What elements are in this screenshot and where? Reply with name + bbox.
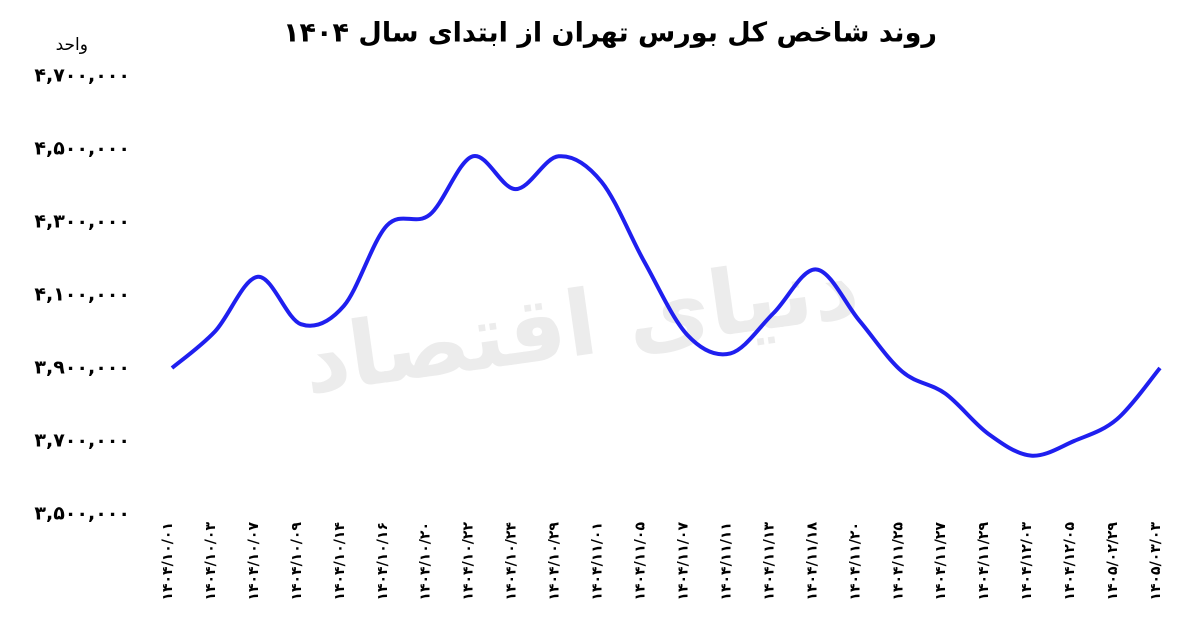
- x-tick-label: ۱۴۰۴/۱۱/۰۷: [675, 522, 691, 601]
- x-tick-label: ۱۴۰۴/۱۲/۰۳: [1019, 522, 1035, 601]
- x-tick-label: ۱۴۰۴/۱۱/۲۹: [976, 522, 992, 601]
- x-tick-label: ۱۴۰۴/۱۱/۱۳: [761, 522, 777, 601]
- x-tick-label: ۱۴۰۴/۱۱/۱۸: [804, 522, 820, 601]
- x-tick-label: ۱۴۰۴/۱۰/۲۲: [461, 522, 477, 601]
- x-tick-label: ۱۴۰۵/۰۳/۰۳: [1148, 522, 1164, 601]
- x-tick-label: ۱۴۰۴/۱۰/۱۶: [375, 522, 391, 601]
- x-tick-label: ۱۴۰۴/۱۰/۲۹: [547, 522, 563, 601]
- y-axis-label: واحد: [56, 35, 88, 55]
- y-tick-label: ۴,۱۰۰,۰۰۰: [34, 284, 130, 306]
- line-series: [170, 154, 1162, 458]
- x-tick-label: ۱۴۰۴/۱۱/۲۷: [933, 522, 949, 601]
- y-tick-label: ۳,۵۰۰,۰۰۰: [34, 503, 130, 525]
- chart-title: روند شاخص کل بورس تهران از ابتدای سال ۱۴…: [283, 18, 937, 49]
- y-tick-label: ۴,۷۰۰,۰۰۰: [34, 65, 130, 87]
- x-tick-label: ۱۴۰۴/۱۱/۰۱: [590, 522, 606, 601]
- y-tick-label: ۳,۷۰۰,۰۰۰: [34, 430, 130, 452]
- x-tick-label: ۱۴۰۴/۱۰/۰۳: [203, 522, 219, 601]
- x-tick-label: ۱۴۰۴/۱۰/۱۴: [332, 522, 348, 601]
- y-tick-label: ۴,۵۰۰,۰۰۰: [34, 138, 130, 160]
- x-tick-label: ۱۴۰۵/۰۲/۲۹: [1105, 522, 1121, 601]
- x-tick-label: ۱۴۰۴/۱۱/۰۵: [633, 522, 649, 601]
- x-tick-label: ۱۴۰۴/۱۰/۲۴: [504, 522, 520, 601]
- x-tick-label: ۱۴۰۴/۱۱/۱۱: [718, 522, 734, 601]
- x-tick-label: ۱۴۰۴/۱۱/۲۰: [847, 522, 863, 601]
- watermark: دنیای اقتصاد: [296, 233, 865, 415]
- x-tick-label: ۱۴۰۴/۱۰/۰۱: [160, 522, 176, 601]
- y-tick-label: ۳,۹۰۰,۰۰۰: [34, 357, 130, 379]
- y-tick-label: ۴,۳۰۰,۰۰۰: [34, 211, 130, 233]
- x-tick-label: ۱۴۰۴/۱۰/۰۷: [246, 522, 262, 601]
- x-tick-label: ۱۴۰۴/۱۲/۰۵: [1062, 522, 1078, 601]
- x-tick-label: ۱۴۰۴/۱۰/۲۰: [418, 522, 434, 601]
- x-tick-label: ۱۴۰۴/۱۰/۰۹: [289, 522, 305, 601]
- x-tick-label: ۱۴۰۴/۱۱/۲۵: [890, 522, 906, 601]
